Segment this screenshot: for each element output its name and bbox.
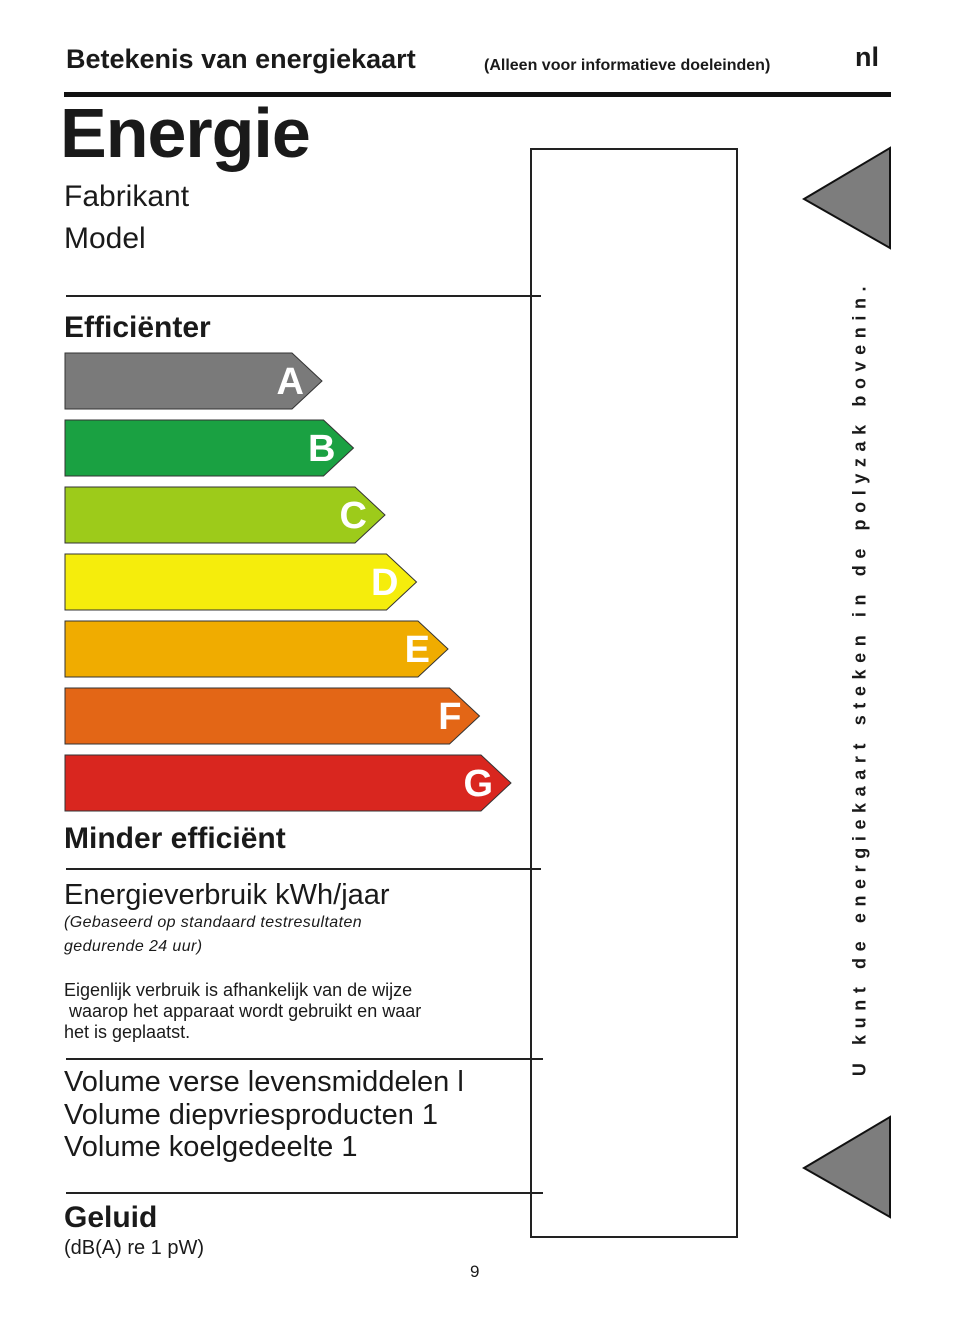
efficiency-letter-f: F: [438, 696, 461, 738]
volume-fresh-food: Volume verse levensmiddelen l: [64, 1066, 464, 1098]
efficiency-letter-a: A: [277, 361, 304, 403]
efficiency-arrow-e: [64, 620, 449, 678]
energy-consumption-title: Energieverbruik kWh/jaar: [64, 879, 390, 911]
more-efficient-label: Efficiënter: [64, 311, 211, 344]
noise-title: Geluid: [64, 1201, 158, 1234]
efficiency-arrow-d: [64, 553, 418, 611]
language-code: nl: [855, 42, 879, 72]
consumption-note-line: gedurende 24 uur): [64, 938, 203, 955]
section-divider: [66, 295, 541, 297]
label-title: Energie: [60, 94, 311, 172]
efficiency-arrow-b: [64, 419, 355, 477]
efficiency-letter-d: D: [371, 562, 398, 604]
efficiency-arrow-a: [64, 352, 323, 410]
triangle-shape: [802, 146, 891, 250]
volume-cooling-compartment: Volume koelgedeelte 1: [64, 1131, 358, 1163]
volume-frozen-food: Volume diepvriesproducten 1: [64, 1099, 439, 1131]
vertical-instruction-wrapper: U kunt de energiekaart steken in de poly…: [843, 272, 877, 1084]
efficiency-letter-g: G: [463, 763, 493, 805]
section-divider: [66, 1058, 543, 1060]
page-number: 9: [470, 1262, 480, 1281]
efficiency-arrow-f: [64, 687, 481, 745]
section-divider: [66, 868, 541, 870]
efficiency-letter-e: E: [405, 629, 430, 671]
less-efficient-label: Minder efficiënt: [64, 822, 286, 855]
model-label: Model: [64, 222, 146, 255]
triangle-shape: [802, 1115, 891, 1219]
efficiency-arrow-g: [64, 754, 512, 812]
consumption-explanation: Eigenlijk verbruik is afhankelijk van de…: [64, 980, 422, 1042]
header-title: Betekenis van energiekaart: [66, 44, 416, 74]
efficiency-letter-c: C: [340, 495, 367, 537]
efficiency-letter-b: B: [308, 428, 335, 470]
efficiency-arrow-c: [64, 486, 386, 544]
header-rule: [64, 92, 891, 97]
manufacturer-label: Fabrikant: [64, 180, 190, 213]
consumption-note-line: (Gebaseerd op standaard testresultaten: [64, 914, 363, 931]
section-divider: [66, 1192, 543, 1194]
triangle-left-icon: [802, 146, 891, 250]
vertical-instruction: U kunt de energiekaart steken in de poly…: [849, 279, 870, 1077]
header-subtitle: (Alleen voor informatieve doeleinden): [484, 57, 771, 74]
triangle-left-icon: [802, 1115, 891, 1219]
noise-unit: (dB(A) re 1 pW): [64, 1237, 205, 1259]
label-value-box: [530, 148, 738, 1238]
